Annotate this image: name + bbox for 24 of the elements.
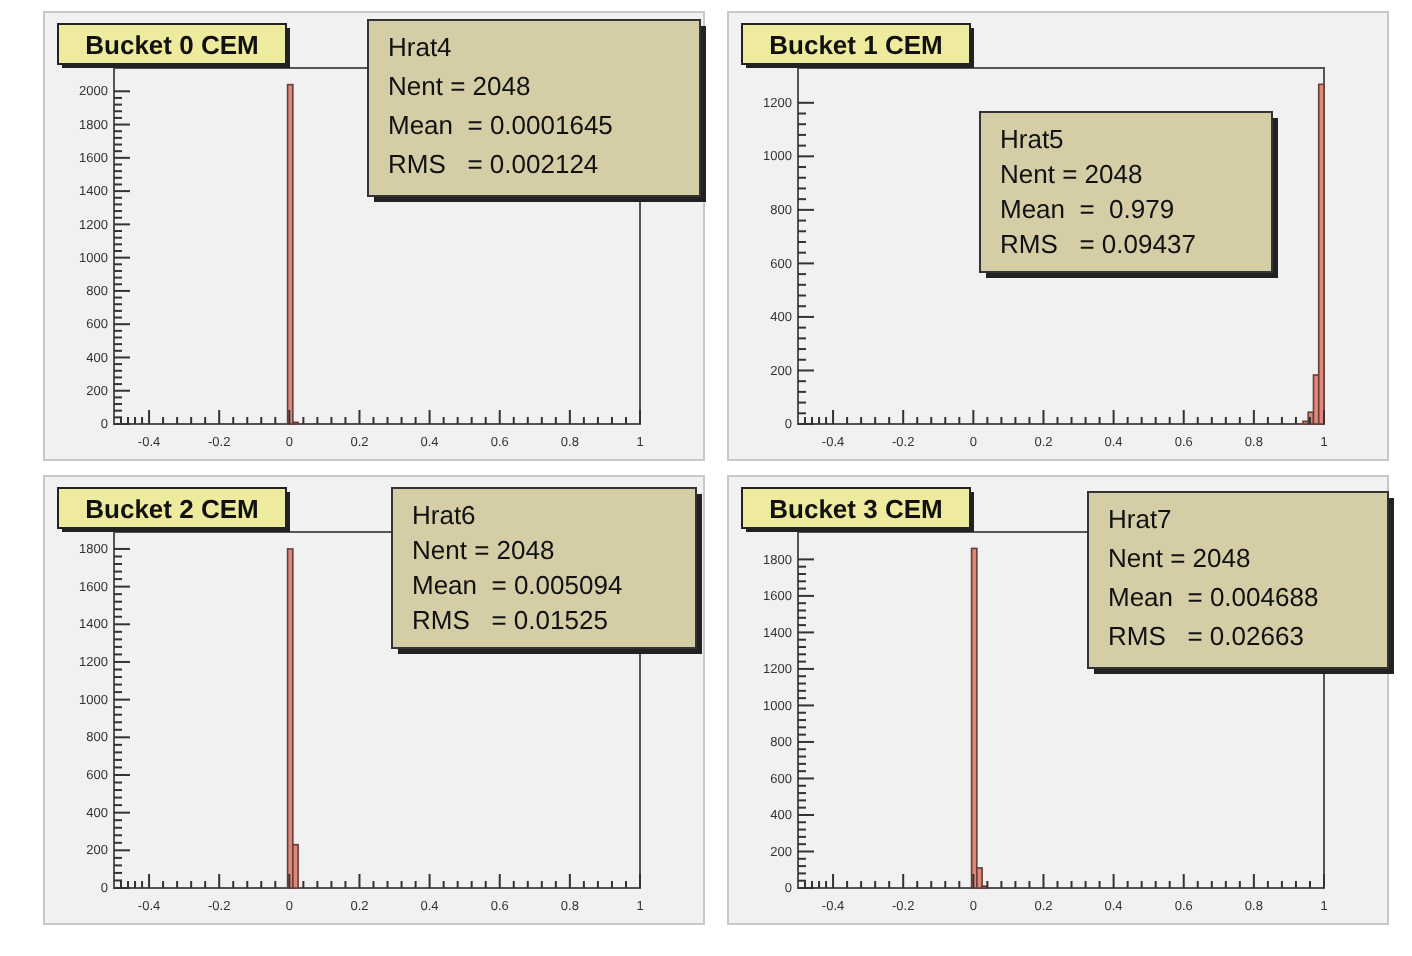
chart-title: Bucket 3 CEM (769, 494, 943, 524)
annotation: Mean = 0.979 (1000, 194, 1175, 224)
stats-box: Hrat6 Nent = 2048 Mean = 0.005094 RMS = 0.01525 (391, 487, 702, 654)
annotation: RMS = 0.02663 (1108, 621, 1304, 651)
annotation: Nent = 2048 (388, 71, 531, 101)
annotation: Mean = 0.0001645 (388, 110, 613, 140)
annotation: RMS = 0.002124 (388, 149, 599, 179)
title-box: Bucket 2 CEM (57, 487, 290, 532)
title-box: Bucket 0 CEM (57, 23, 290, 68)
annotation: Mean = 0.005094 (412, 570, 623, 600)
title-box: Bucket 1 CEM (741, 23, 974, 68)
annotation: Hrat7 (1108, 504, 1172, 534)
chart-title: Bucket 1 CEM (769, 30, 943, 60)
annotation: Mean = 0.004688 (1108, 582, 1319, 612)
stats-box: Hrat4 Nent = 2048 Mean = 0.0001645 RMS = 0.002124 (367, 19, 706, 202)
annotation: Nent = 2048 (412, 535, 555, 565)
annotation: RMS = 0.01525 (412, 605, 608, 635)
annotation: Nent = 2048 (1108, 543, 1251, 573)
annotation: RMS = 0.09437 (1000, 229, 1196, 259)
chart-title: Bucket 2 CEM (85, 494, 259, 524)
annotation: Hrat5 (1000, 124, 1064, 154)
title-box: Bucket 3 CEM (741, 487, 974, 532)
annotation: Nent = 2048 (1000, 159, 1143, 189)
chart-title: Bucket 0 CEM (85, 30, 259, 60)
